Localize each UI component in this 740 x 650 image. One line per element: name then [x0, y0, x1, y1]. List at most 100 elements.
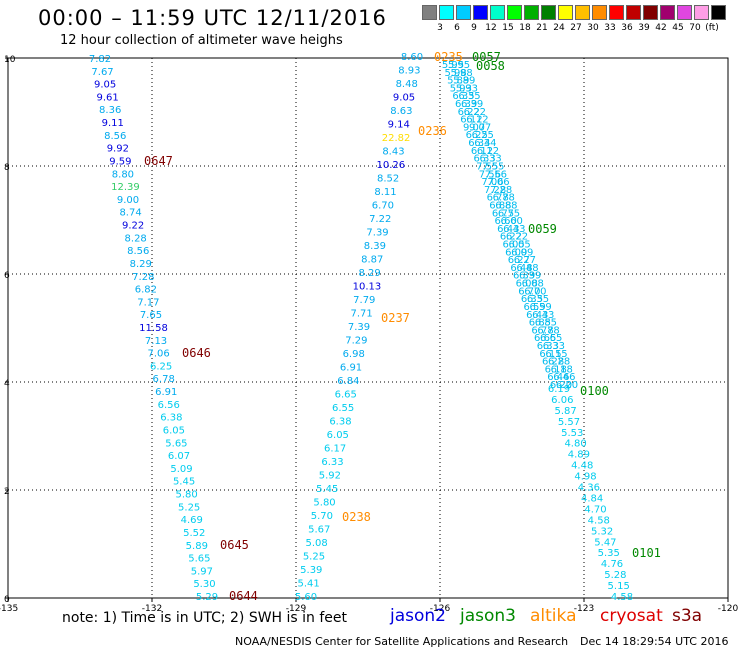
track1-value: 6.05	[163, 425, 185, 436]
track2-value: 8.11	[374, 187, 396, 198]
track2-value: 10.13	[353, 282, 382, 293]
track3-dense-value: 6.78	[531, 325, 553, 336]
track2-value: 8.39	[364, 241, 386, 252]
track1-value: 7.67	[91, 67, 113, 78]
track3-dense-value: 6.34	[468, 138, 490, 149]
track3-dense-value: 6.78	[487, 193, 509, 204]
track1-time-label: 0647	[144, 154, 173, 168]
track3-dense-value: 6.78	[537, 325, 559, 336]
track3-dense-value: 7.28	[490, 185, 512, 196]
track3-dense-value: 6.27	[508, 255, 530, 266]
track1-value: 8.36	[99, 105, 121, 116]
track3-dense-value: 6.18	[545, 364, 567, 375]
track3-dense-value: 7.28	[484, 185, 506, 196]
colorbar-label: 70	[689, 23, 701, 33]
track3-value: 4.98	[574, 472, 596, 483]
track3-dense-value: 6.35	[452, 91, 474, 102]
legend-s3a: s3a	[672, 606, 703, 626]
colorbar-swatch	[575, 5, 590, 20]
track1-value: 5.25	[178, 502, 200, 513]
track1-value: 8.28	[125, 233, 147, 244]
track3-time-label: 0100	[580, 384, 609, 398]
track3-dense-value: 6.25	[472, 130, 494, 141]
track3-dense-value: 6.43	[532, 310, 554, 321]
track1-value: 6.78	[153, 374, 175, 385]
track3-dense-value: 6.22	[500, 232, 522, 243]
track2-value: 5.60	[295, 592, 317, 603]
track2-value: 5.08	[305, 538, 327, 549]
track3-dense-value: 6.60	[495, 216, 517, 227]
track2-time-label: 0237	[381, 311, 410, 325]
track3-dense-value: 6.12	[471, 146, 493, 157]
legend-cryosat: cryosat	[600, 606, 663, 626]
track3-dense-value: 6.39	[455, 99, 477, 110]
track3-dense-value: 6.39	[513, 271, 535, 282]
track2-value: 6.98	[343, 349, 365, 360]
track3-dense-value: 5.95	[448, 60, 470, 71]
track3-dense-value: 6.22	[464, 107, 486, 118]
track3-value: 5.32	[591, 526, 613, 537]
track2-value: 7.39	[348, 322, 370, 333]
colorbar-swatch	[643, 5, 658, 20]
track3-dense-value: 6.33	[537, 341, 559, 352]
colorbar-swatch	[524, 5, 539, 20]
colorbar-label: 36	[621, 23, 633, 33]
track3-dense-value: 7.06	[487, 177, 509, 188]
track3-dense-value: 6.65	[540, 333, 562, 344]
track2-value: 6.55	[332, 403, 354, 414]
track3-dense-value: 6.33	[479, 154, 501, 165]
track3-value: 5.47	[594, 537, 616, 548]
track2-value: 8.93	[398, 66, 420, 77]
map-axes: -135 -132 -129 -126 -123 -120 0 2 4 6 8 10	[0, 55, 738, 614]
track3-dense-value: 6.39	[519, 271, 541, 282]
map-frame	[7, 57, 729, 599]
track3-dense-value: 6.48	[516, 263, 538, 274]
track3-dense-value: 6.59	[524, 302, 546, 313]
track1-value: 7.17	[137, 297, 159, 308]
track3-dense-value: 6.60	[501, 216, 523, 227]
track2-value: 5.41	[298, 579, 320, 590]
colorbar-swatch	[473, 5, 488, 20]
track3-value: 4.36	[578, 483, 600, 494]
track3-value: 6.06	[551, 395, 573, 406]
track1-value: 9.11	[102, 118, 124, 129]
track2-value: 6.65	[335, 390, 357, 401]
track2-value: 8.43	[382, 147, 404, 158]
colorbar-label: 12	[485, 23, 497, 33]
track3-dense-value: 6.15	[545, 349, 567, 360]
track2-value: 7.22	[369, 214, 391, 225]
track1-value: 8.80	[112, 169, 134, 180]
legend-altika: altika	[530, 606, 577, 626]
track2-value: 9.14	[388, 120, 410, 131]
track1-value: 9.00	[117, 195, 139, 206]
x-tick-label: -132	[142, 604, 162, 614]
colorbar-label: 3	[437, 23, 443, 33]
track2-value: 5.92	[319, 471, 341, 482]
track3-dense-value: 5.98	[451, 68, 473, 79]
track3-dense-value: 5.93	[450, 83, 472, 94]
altimeter-tracks: 7.827.679.059.618.369.118.569.929.598.80…	[89, 50, 661, 603]
footnote: note: 1) Time is in UTC; 2) SWH is in fe…	[62, 610, 348, 626]
track3-dense-value: 7.56	[485, 169, 507, 180]
track1-value: 5.09	[170, 464, 192, 475]
track2-time-label: 0235	[434, 50, 463, 64]
track1-value: 5.29	[196, 592, 218, 603]
track1-value: 7.13	[145, 336, 167, 347]
colorbar-swatch	[422, 5, 437, 20]
track2-value: 5.25	[303, 552, 325, 563]
credit-text: NOAA/NESDIS Center for Satellite Applica…	[235, 635, 569, 648]
track1-value: 9.61	[97, 92, 119, 103]
track1-value: 5.97	[191, 566, 213, 577]
track2-value: 8.29	[358, 268, 380, 279]
track1-value: 9.92	[107, 144, 129, 155]
track3-dense-value: 6.35	[458, 91, 480, 102]
colorbar-swatch	[677, 5, 692, 20]
track1-value: 5.30	[193, 579, 215, 590]
x-tick-label: -123	[574, 604, 594, 614]
track3-value: 5.53	[561, 428, 583, 439]
track2-value: 6.91	[340, 363, 362, 374]
x-tick-label: -129	[286, 604, 307, 614]
colorbar-label: 27	[570, 23, 582, 33]
track2-value: 5.39	[300, 565, 322, 576]
